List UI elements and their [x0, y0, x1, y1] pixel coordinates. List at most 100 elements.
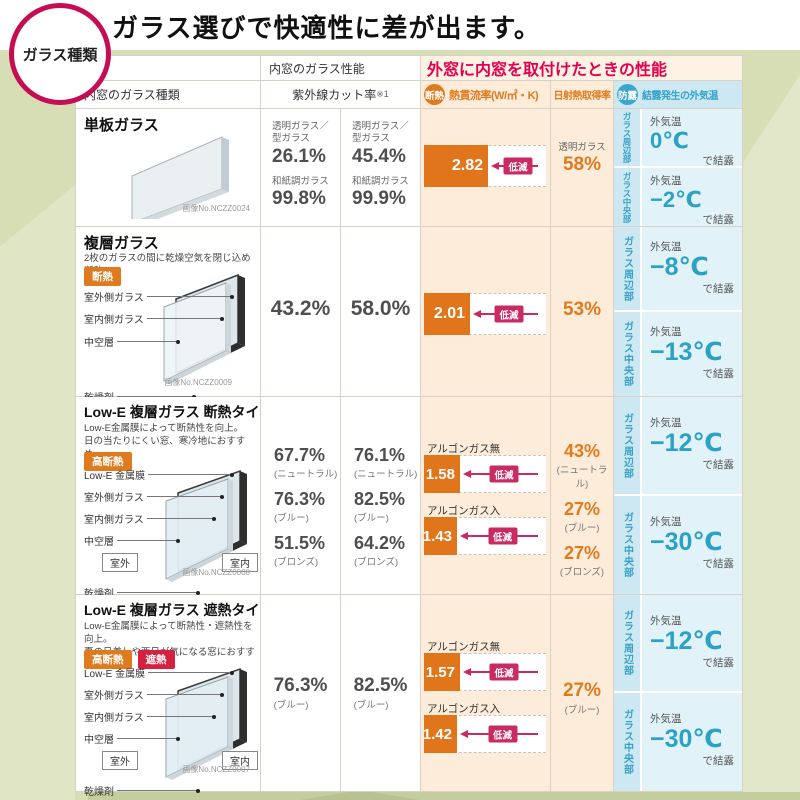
- temp-prefix: 外気温: [650, 417, 682, 429]
- solar-tint: (ブルー): [564, 523, 600, 534]
- row4-glass-type-cell: Low-E 複層ガラス 遮熱タイプ Low-E金属膜によって断熱性・遮熱性を向上…: [76, 595, 274, 798]
- temp-suffix: で結露: [702, 755, 735, 768]
- indoor-label: 室内: [222, 553, 258, 572]
- reduction-arrow: 低減: [463, 663, 538, 681]
- uv-value: 76.3%: [274, 489, 326, 509]
- reduction-arrow: 低減: [463, 465, 538, 483]
- zone-label: ガラス中央部: [614, 168, 640, 226]
- background-shape: [300, 790, 420, 800]
- u-value-label: 熱貫流率(W/㎡・K): [449, 89, 539, 102]
- dew-edge-subcell: ガラス周辺部 外気温 −12℃ で結露: [614, 397, 742, 494]
- zone-label: ガラス周辺部: [614, 227, 640, 310]
- solar-value: 27%: [563, 499, 601, 519]
- reduction-badge: 低減: [487, 527, 518, 545]
- row2-solar-cell: 53%: [551, 227, 614, 397]
- uv-value: 45.4%: [352, 145, 406, 167]
- high-insulation-badge: 高断熱: [84, 650, 132, 669]
- uv-value: 64.2%: [354, 533, 406, 553]
- temp-value: 0℃: [650, 128, 689, 153]
- comparison-table: 内窓のガラス性能 外窓に内窓を取付けたときの性能 内窓のガラス種類 紫外線カット…: [75, 55, 743, 798]
- uv-value: 76.1%: [354, 445, 406, 465]
- uv-tint: (ニュートラル): [354, 469, 418, 480]
- row1-dew-cell: ガラス周辺部 外気温 0℃ で結露 ガラス中央部 外気温 −2℃ で結露: [614, 109, 743, 227]
- row1-solar-cell: 透明ガラス 58%: [551, 109, 614, 227]
- row2-heat-cell: 2.01 低減: [421, 227, 551, 397]
- header-dew-column: 防露 結露発生の外気温: [614, 81, 743, 109]
- dew-edge-subcell: ガラス周辺部 外気温 −8℃ で結露: [614, 227, 742, 310]
- solar-tint: (ブロンズ): [559, 567, 605, 578]
- row1-uv-inner-cell: 透明ガラス／型ガラス 26.1% 和紙調ガラス 99.8%: [261, 109, 341, 227]
- background-shape: [88, 792, 800, 800]
- zone-label: ガラス中央部: [614, 693, 640, 791]
- uv-footnote-mark: ※1: [376, 89, 389, 99]
- row1-title: 単板ガラス: [84, 117, 159, 134]
- u-value-track: 1.42 低減: [423, 715, 546, 753]
- uv-tint: (ニュートラル): [274, 469, 338, 480]
- insulation-badge: 断熱: [424, 84, 445, 105]
- row4-title: Low-E 複層ガラス 遮熱タイプ: [84, 602, 274, 618]
- uv-value: 76.3%: [273, 675, 328, 696]
- uv-tint: (ブルー): [354, 513, 389, 524]
- anti-condensation-badge: 防露: [617, 84, 638, 105]
- header-solar-column: 日射熱取得率: [551, 81, 614, 109]
- reduction-arrow: 低減: [460, 527, 538, 545]
- row3-image-number: 画像No.NCZZ0008: [182, 568, 250, 577]
- temp-prefix: 外気温: [650, 615, 682, 627]
- uv-value: 51.5%: [274, 533, 326, 553]
- diagram-label: 室外側ガラス: [84, 489, 224, 504]
- solar-value: 58%: [562, 154, 602, 176]
- reduction-arrow: 低減: [460, 725, 538, 743]
- background-shape: [742, 74, 800, 800]
- temp-value: −12℃: [650, 627, 723, 655]
- diagram-label: 乾燥剤: [84, 783, 200, 798]
- uv-glass-label: 和紙調ガラス: [352, 175, 409, 187]
- heat-shield-badge: 遮熱: [137, 650, 175, 669]
- glass-type-circle-badge: ガラス種類: [9, 3, 111, 105]
- temp-prefix: 外気温: [650, 116, 682, 128]
- dew-edge-subcell: ガラス周辺部 外気温 0℃ で結露: [614, 109, 742, 167]
- indoor-label: 室内: [222, 751, 258, 770]
- outdoor-label: 室外: [102, 553, 138, 572]
- reduction-badge: 低減: [494, 305, 524, 323]
- row4-solar-cell: 27% (ブルー): [551, 595, 614, 792]
- row2-uv-combined-cell: 58.0%: [341, 227, 421, 397]
- u-value-bar: 1.43: [423, 517, 457, 555]
- solar-value: 53%: [562, 299, 602, 320]
- row3-solar-cell: 43% (ニュートラル) 27% (ブルー) 27% (ブロンズ): [551, 397, 614, 595]
- title-band: [0, 0, 800, 50]
- row1-image-number: 画像No.NCZZ0024: [182, 204, 250, 213]
- row3-title: Low-E 複層ガラス 断熱タイプ: [84, 404, 274, 420]
- solar-tint: (ブルー): [564, 705, 600, 716]
- temp-value: −12℃: [650, 429, 723, 457]
- diagram-label: 室内側ガラス: [84, 311, 224, 326]
- temp-prefix: 外気温: [650, 241, 682, 253]
- zone-label: ガラス周辺部: [614, 397, 640, 494]
- reduction-badge: 低減: [489, 465, 519, 483]
- temp-prefix: 外気温: [650, 713, 682, 725]
- temp-prefix: 外気温: [650, 175, 682, 187]
- uv-glass-label: 透明ガラス／型ガラス: [272, 121, 329, 145]
- diagram-label: Low-E 金属膜: [84, 665, 234, 680]
- u-value-track: 2.01 低減: [424, 293, 546, 335]
- row1-glass-type-cell: 単板ガラス 画像No.NCZZ0024: [76, 109, 261, 227]
- zone-label: ガラス周辺部: [614, 109, 640, 166]
- row2-title: 複層ガラス: [84, 235, 159, 252]
- argon-label: アルゴンガス入: [427, 703, 501, 715]
- background-shape: [0, 185, 75, 800]
- diagram-label: 中空層: [84, 533, 180, 548]
- argon-label: アルゴンガス無: [427, 443, 501, 455]
- reduction-arrow: 低減: [473, 305, 538, 323]
- row2-dew-cell: ガラス周辺部 外気温 −8℃ で結露 ガラス中央部 外気温 −13℃ で結露: [614, 227, 743, 397]
- uv-tint: (ブルー): [273, 700, 309, 711]
- dew-center-subcell: ガラス中央部 外気温 −13℃ で結露: [614, 312, 742, 396]
- u-value-bar: 2.82: [424, 145, 488, 187]
- temp-value: −30℃: [650, 725, 723, 753]
- reduction-arrow: 低減: [491, 157, 538, 175]
- temp-value: −2℃: [650, 187, 702, 212]
- uv-value: 82.5%: [353, 675, 408, 696]
- temp-prefix: 外気温: [650, 326, 682, 338]
- diagram-label: 中空層: [84, 334, 180, 349]
- outdoor-label: 室外: [102, 751, 138, 770]
- temp-suffix: で結露: [702, 558, 735, 571]
- uv-value: 26.1%: [272, 145, 326, 167]
